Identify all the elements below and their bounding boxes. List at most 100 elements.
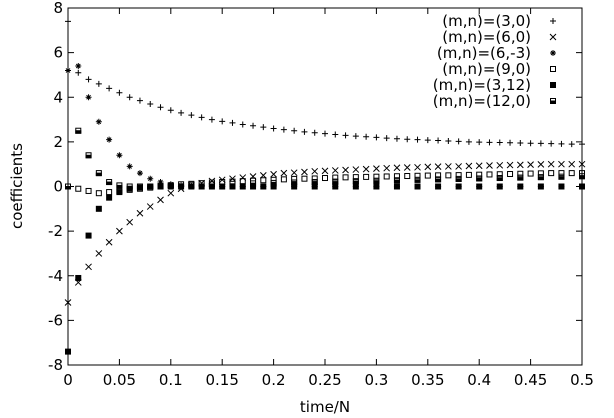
legend-label: (m,n)=(3,12) bbox=[433, 76, 531, 94]
data-point bbox=[383, 164, 391, 172]
data-point bbox=[85, 152, 92, 159]
data-point bbox=[280, 169, 288, 177]
data-point bbox=[342, 174, 349, 181]
data-point bbox=[260, 124, 267, 131]
data-point bbox=[65, 183, 71, 190]
data-point bbox=[95, 80, 102, 87]
data-point bbox=[517, 170, 524, 177]
data-point bbox=[465, 171, 472, 178]
data-point bbox=[291, 179, 298, 186]
data-point bbox=[270, 179, 277, 186]
data-point bbox=[537, 174, 544, 181]
data-point bbox=[75, 274, 82, 281]
data-point bbox=[393, 183, 400, 190]
data-point bbox=[496, 175, 503, 182]
data-point bbox=[445, 172, 452, 179]
data-point bbox=[85, 232, 92, 239]
legend-marker bbox=[550, 98, 556, 104]
x-tick-label: 0.5 bbox=[570, 371, 594, 389]
data-point bbox=[116, 89, 123, 96]
data-point bbox=[250, 122, 257, 129]
data-point bbox=[157, 104, 164, 111]
x-tick-label: 0.15 bbox=[205, 371, 238, 389]
data-point bbox=[301, 128, 308, 135]
data-point bbox=[136, 170, 143, 177]
data-point bbox=[506, 161, 514, 169]
data-point bbox=[516, 161, 524, 169]
axis-ticks bbox=[67, 7, 583, 366]
data-points bbox=[64, 18, 586, 355]
data-point bbox=[578, 160, 586, 168]
data-point bbox=[414, 163, 421, 171]
y-tick-label: -6 bbox=[48, 311, 63, 329]
data-point bbox=[352, 183, 359, 190]
data-point bbox=[208, 181, 215, 188]
data-point bbox=[352, 178, 359, 185]
data-point bbox=[157, 179, 164, 186]
data-point bbox=[476, 139, 483, 146]
y-tick-label: -8 bbox=[48, 356, 63, 374]
data-point bbox=[393, 173, 400, 180]
data-point bbox=[517, 183, 524, 190]
data-point bbox=[157, 183, 164, 190]
legend-label: (m,n)=(6,-3) bbox=[437, 44, 531, 62]
data-point bbox=[126, 163, 133, 170]
y-tick-label: -4 bbox=[48, 267, 63, 285]
data-point bbox=[260, 177, 267, 184]
data-point bbox=[95, 190, 102, 197]
data-point bbox=[476, 183, 483, 190]
data-point bbox=[342, 166, 349, 174]
data-point bbox=[537, 183, 544, 190]
y-tick-label: -2 bbox=[48, 222, 63, 240]
data-point bbox=[558, 183, 565, 190]
series-2 bbox=[64, 160, 586, 306]
data-point bbox=[167, 182, 174, 189]
data-point bbox=[373, 134, 380, 141]
data-point bbox=[106, 189, 113, 196]
axis-tick-labels: 0 0.05 0.1 0.15 0.2 0.25 0.3 0.35 0.4 0.45 0.5 -8 -6… bbox=[48, 0, 594, 389]
data-point bbox=[455, 163, 462, 170]
data-point bbox=[85, 94, 92, 101]
data-point bbox=[229, 180, 236, 187]
data-point bbox=[85, 187, 92, 194]
data-point bbox=[116, 189, 123, 196]
data-point bbox=[95, 170, 102, 177]
data-point bbox=[65, 67, 71, 74]
data-point bbox=[208, 116, 215, 123]
legend-label: (m,n)=(3,0) bbox=[442, 12, 531, 30]
y-tick-label: 8 bbox=[53, 0, 63, 17]
x-tick-label: 0.05 bbox=[103, 371, 136, 389]
data-point bbox=[383, 135, 390, 142]
data-point bbox=[352, 166, 360, 173]
data-point bbox=[579, 173, 585, 180]
data-point bbox=[126, 183, 133, 190]
data-point bbox=[280, 176, 287, 183]
data-point bbox=[342, 132, 349, 139]
data-point bbox=[455, 138, 462, 145]
data-point bbox=[434, 163, 442, 170]
data-point bbox=[332, 174, 339, 181]
data-point bbox=[136, 183, 143, 190]
data-point bbox=[75, 185, 82, 192]
data-point bbox=[147, 175, 154, 182]
data-point bbox=[332, 131, 339, 138]
data-point bbox=[537, 170, 544, 177]
data-point bbox=[332, 178, 339, 185]
y-axis-label: coefficients bbox=[8, 143, 26, 229]
x-tick-label: 0.3 bbox=[364, 371, 388, 389]
data-point bbox=[393, 177, 400, 184]
data-point bbox=[198, 114, 205, 121]
data-point bbox=[486, 162, 493, 169]
data-point bbox=[291, 175, 298, 182]
data-point bbox=[547, 160, 555, 168]
data-point bbox=[250, 180, 257, 187]
data-point bbox=[476, 175, 483, 182]
data-point bbox=[527, 170, 534, 177]
data-point bbox=[414, 136, 421, 143]
data-point bbox=[311, 175, 318, 182]
data-point bbox=[270, 170, 277, 178]
data-point bbox=[579, 183, 585, 190]
data-point bbox=[476, 171, 483, 178]
data-point bbox=[65, 18, 71, 25]
data-point bbox=[435, 176, 442, 183]
